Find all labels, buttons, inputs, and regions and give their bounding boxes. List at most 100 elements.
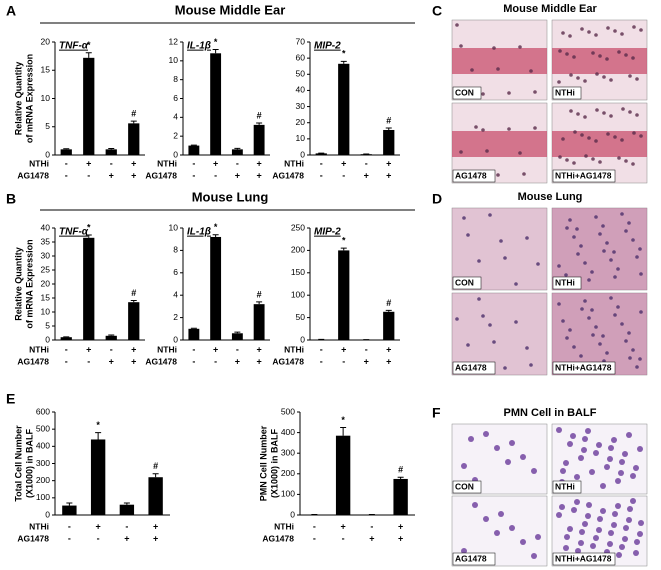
- cell: [571, 507, 577, 513]
- y-tick-label: 400: [281, 427, 295, 437]
- image-label: NTHi+AG1478: [555, 170, 612, 180]
- image-label-box: [452, 480, 482, 494]
- cell: [634, 539, 640, 545]
- cell: [594, 325, 598, 329]
- cell: [576, 112, 580, 116]
- cell: [627, 221, 631, 225]
- cell: [612, 250, 616, 254]
- cell: [609, 296, 613, 300]
- panel-letter: B: [6, 191, 16, 207]
- cell: [557, 264, 561, 268]
- cell: [608, 445, 614, 451]
- cell: [576, 252, 580, 256]
- cell: [507, 127, 511, 131]
- cell: [608, 530, 614, 536]
- cell: [627, 331, 631, 335]
- y-tick-label: 2: [173, 130, 178, 140]
- error-bar: [130, 300, 137, 303]
- bar: [335, 435, 351, 515]
- y-tick-label: 8: [173, 74, 178, 84]
- condition-mark: -: [110, 158, 113, 168]
- cell: [522, 172, 526, 176]
- cell: [483, 431, 489, 437]
- cell: [613, 313, 617, 317]
- cell: [609, 78, 613, 82]
- cell: [583, 299, 587, 303]
- cell: [618, 470, 624, 476]
- significance-mark: #: [257, 289, 262, 299]
- condition-label: AG1478: [17, 170, 49, 180]
- cell: [605, 241, 609, 245]
- bar: [105, 149, 117, 155]
- cell: [579, 244, 583, 248]
- cell: [529, 69, 533, 73]
- condition-mark: -: [65, 344, 68, 354]
- bar: [62, 505, 77, 515]
- condition-mark: +: [124, 533, 129, 543]
- y-tick-label: 40: [41, 222, 51, 232]
- cell: [616, 305, 620, 309]
- cell: [533, 126, 537, 130]
- condition-mark: +: [369, 533, 374, 543]
- cell: [638, 520, 644, 526]
- cell: [605, 57, 609, 61]
- cell: [533, 90, 537, 94]
- error-bar: [212, 234, 219, 237]
- cell: [461, 463, 467, 469]
- cell: [565, 226, 569, 230]
- condition-label: AG1478: [17, 356, 49, 366]
- tissue: [552, 293, 647, 375]
- condition-mark: -: [313, 521, 316, 531]
- panel-letter: E: [6, 391, 15, 407]
- cell: [611, 522, 617, 528]
- error-bar: [234, 147, 241, 150]
- cell: [556, 512, 562, 518]
- y-tick-label: 50: [296, 312, 306, 322]
- y-tick-label: 200: [36, 475, 50, 485]
- condition-mark: -: [370, 521, 373, 531]
- error-bar: [66, 502, 73, 506]
- image-label-box: [552, 552, 616, 566]
- section-title: Mouse Middle Ear: [175, 2, 286, 17]
- cell: [630, 473, 636, 479]
- condition-mark: +: [256, 158, 261, 168]
- significance-mark: *: [96, 420, 100, 430]
- condition-mark: +: [386, 356, 391, 366]
- cell: [613, 275, 617, 279]
- condition-mark: +: [131, 344, 136, 354]
- significance-mark: #: [386, 115, 391, 125]
- y-axis-label: (X1000) in BALF: [269, 428, 279, 498]
- cell: [598, 342, 602, 346]
- cell: [587, 136, 591, 140]
- section-title: Mouse Middle Ear: [503, 3, 597, 15]
- bar: [338, 63, 350, 155]
- bar: [148, 477, 163, 515]
- y-tick-label: 25: [41, 264, 51, 274]
- cell: [466, 343, 470, 347]
- tissue: [552, 208, 647, 290]
- cell: [525, 346, 529, 350]
- cell: [583, 79, 587, 83]
- cell: [591, 51, 595, 55]
- condition-mark: -: [110, 344, 113, 354]
- y-tick-label: 30: [41, 250, 51, 260]
- cell: [637, 446, 643, 452]
- panel-letter: C: [432, 3, 442, 19]
- y-axis-label: Relative Quantity: [13, 62, 23, 136]
- significance-mark: *: [214, 37, 218, 47]
- cell: [604, 464, 610, 470]
- cell: [591, 157, 595, 161]
- cell: [569, 73, 573, 77]
- cell: [472, 502, 478, 508]
- cell: [617, 156, 621, 160]
- condition-mark: +: [386, 344, 391, 354]
- condition-mark: -: [68, 521, 71, 531]
- cell: [616, 267, 620, 271]
- cell: [598, 54, 602, 58]
- cell: [563, 460, 569, 466]
- condition-label: AG1478: [262, 533, 294, 543]
- tissue: [452, 48, 547, 74]
- image-label: NTHi+AG1478: [555, 362, 612, 372]
- cell: [564, 273, 568, 277]
- condition-mark: -: [65, 158, 68, 168]
